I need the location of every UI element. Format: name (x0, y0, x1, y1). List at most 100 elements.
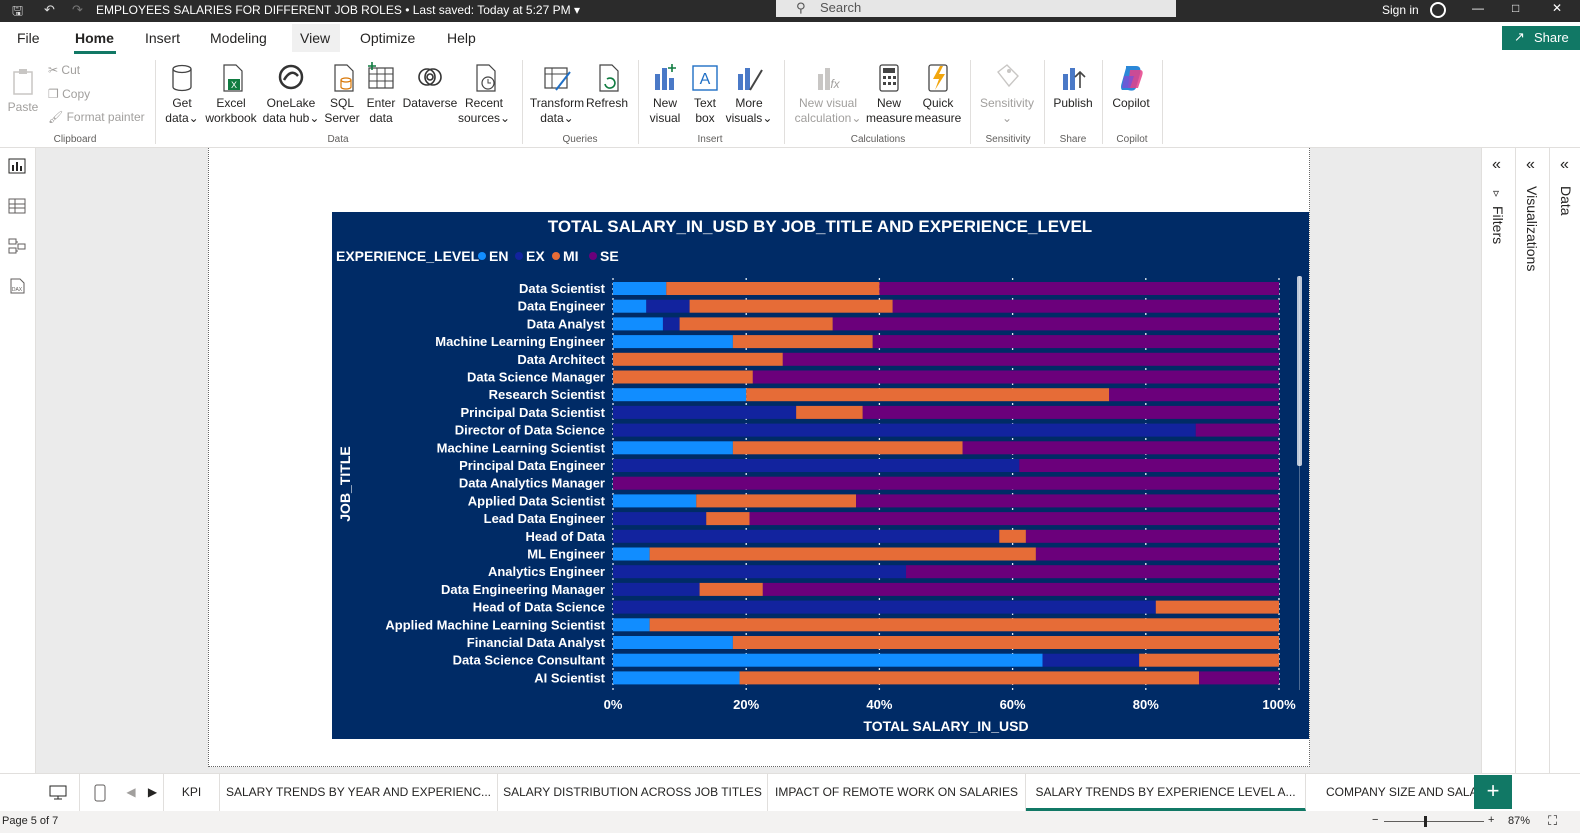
legend-label-ex[interactable]: EX (526, 248, 545, 264)
new-visual-button[interactable]: New visual (646, 62, 684, 126)
bar-segment[interactable] (613, 494, 697, 508)
bar-segment[interactable] (613, 299, 647, 313)
report-view-icon[interactable] (8, 158, 26, 174)
paste-button[interactable]: Paste (6, 66, 40, 115)
bar-segment[interactable] (1139, 653, 1279, 667)
tab-remote-work[interactable]: IMPACT OF REMOTE WORK ON SALARIES (768, 774, 1026, 811)
onelake-data-hub-button[interactable]: OneLake data hub⌄ (262, 62, 320, 126)
save-icon[interactable]: 🖫 (12, 3, 24, 18)
bar-segment[interactable] (796, 405, 863, 419)
filters-pane[interactable]: « ▿ Filters (1481, 148, 1515, 773)
legend-label-se[interactable]: SE (600, 248, 619, 264)
menu-file[interactable]: File (17, 30, 40, 46)
more-visuals-button[interactable]: More visuals⌄ (724, 62, 774, 126)
bar-segment[interactable] (746, 388, 1110, 402)
bar-segment[interactable] (679, 317, 833, 331)
tab-scroll-left-icon[interactable]: ◀ (126, 785, 136, 799)
zoom-slider-thumb[interactable] (1424, 816, 1427, 827)
excel-workbook-button[interactable]: X Excel workbook (204, 62, 258, 126)
bar-segment[interactable] (696, 494, 857, 508)
legend-marker-ex[interactable] (515, 252, 523, 260)
minimize-icon[interactable]: — (1472, 1, 1484, 15)
dax-query-view-icon[interactable]: DAX (8, 278, 26, 294)
zoom-slider[interactable] (1384, 821, 1484, 822)
maximize-icon[interactable]: □ (1512, 1, 1520, 15)
bar-segment[interactable] (613, 423, 1196, 437)
mobile-layout-icon[interactable] (80, 774, 120, 811)
cut-button[interactable]: ✂ Cut (48, 63, 81, 77)
bar-segment[interactable] (613, 370, 753, 384)
stacked-bar-chart-visual[interactable]: TOTAL SALARY_IN_USD BY JOB_TITLE AND EXP… (332, 212, 1309, 739)
search-input[interactable]: ⚲ Search (776, 0, 1176, 17)
bar-segment[interactable] (1019, 459, 1279, 472)
zoom-out-button[interactable]: − (1372, 814, 1379, 826)
sql-server-button[interactable]: SQL Server (322, 62, 362, 126)
sensitivity-button[interactable]: Sensitivity ⌄ (978, 62, 1036, 126)
bar-segment[interactable] (613, 441, 733, 455)
legend-marker-se[interactable] (589, 252, 597, 260)
menu-help[interactable]: Help (447, 30, 476, 46)
bar-segment[interactable] (613, 618, 650, 632)
data-pane[interactable]: « Data (1549, 148, 1580, 773)
add-page-button[interactable]: + (1474, 775, 1512, 809)
bar-segment[interactable] (999, 529, 1026, 543)
get-data-button[interactable]: Get data⌄ (162, 62, 202, 126)
tab-scroll-right-icon[interactable]: ▶ (142, 774, 164, 811)
sign-in-button[interactable]: Sign in (1382, 2, 1447, 18)
quick-measure-button[interactable]: Quick measure (914, 62, 962, 126)
bar-segment[interactable] (613, 653, 1043, 667)
bar-segment[interactable] (1042, 653, 1140, 667)
table-view-icon[interactable] (8, 198, 26, 214)
model-view-icon[interactable] (8, 238, 26, 254)
bar-segment[interactable] (879, 282, 1279, 295)
bar-segment[interactable] (732, 335, 873, 349)
tab-salary-trends-year[interactable]: SALARY TRENDS BY YEAR AND EXPERIENC... (220, 774, 498, 811)
publish-button[interactable]: Publish (1050, 62, 1096, 111)
bar-segment[interactable] (613, 459, 1020, 472)
bar-segment[interactable] (613, 600, 1156, 614)
zoom-in-button[interactable]: + (1488, 814, 1495, 826)
bar-segment[interactable] (752, 370, 1279, 384)
bar-segment[interactable] (613, 565, 907, 579)
bar-segment[interactable] (862, 405, 1279, 419)
undo-icon[interactable]: ↶ (44, 2, 55, 17)
bar-segment[interactable] (1035, 547, 1279, 561)
enter-data-button[interactable]: Enter data (364, 62, 398, 126)
bar-segment[interactable] (649, 618, 1279, 632)
bar-segment[interactable] (613, 671, 740, 685)
bar-segment[interactable] (762, 582, 1279, 596)
recent-sources-button[interactable]: Recent sources⌄ (458, 62, 510, 126)
tab-salary-trends-experience[interactable]: SALARY TRENDS BY EXPERIENCE LEVEL A... (1026, 774, 1306, 811)
format-painter-button[interactable]: 🖌 Format painter (48, 110, 145, 124)
collapse-data-icon[interactable]: « (1560, 156, 1569, 173)
bar-segment[interactable] (613, 282, 667, 295)
share-button[interactable]: ↗ Share ⌄ (1502, 26, 1580, 60)
bar-segment[interactable] (689, 299, 893, 313)
bar-segment[interactable] (613, 582, 700, 596)
bar-segment[interactable] (613, 636, 733, 649)
chart-scrollbar[interactable] (1297, 276, 1302, 466)
desktop-layout-icon[interactable] (36, 774, 80, 811)
tab-salary-distribution[interactable]: SALARY DISTRIBUTION ACROSS JOB TITLES (498, 774, 768, 811)
bar-segment[interactable] (1109, 388, 1279, 402)
refresh-button[interactable]: Refresh (586, 62, 628, 111)
menu-view[interactable]: View (300, 30, 331, 46)
bar-segment[interactable] (613, 547, 650, 561)
menu-modeling[interactable]: Modeling (210, 30, 267, 46)
bar-segment[interactable] (749, 512, 1279, 526)
bar-segment[interactable] (856, 494, 1279, 508)
bar-segment[interactable] (666, 282, 880, 295)
bar-segment[interactable] (732, 636, 1279, 649)
bar-segment[interactable] (782, 352, 1279, 366)
menu-optimize[interactable]: Optimize (360, 30, 416, 46)
bar-segment[interactable] (699, 582, 763, 596)
bar-segment[interactable] (613, 529, 1000, 543)
transform-data-button[interactable]: Transform data⌄ (528, 62, 586, 126)
bar-segment[interactable] (613, 388, 747, 402)
bar-segment[interactable] (1195, 423, 1279, 437)
bar-segment[interactable] (706, 512, 750, 526)
fit-to-page-icon[interactable]: ⛶ (1548, 813, 1558, 828)
bar-segment[interactable] (613, 405, 797, 419)
copilot-button[interactable]: Copilot (1108, 62, 1154, 111)
text-box-button[interactable]: A Text box (688, 62, 722, 126)
